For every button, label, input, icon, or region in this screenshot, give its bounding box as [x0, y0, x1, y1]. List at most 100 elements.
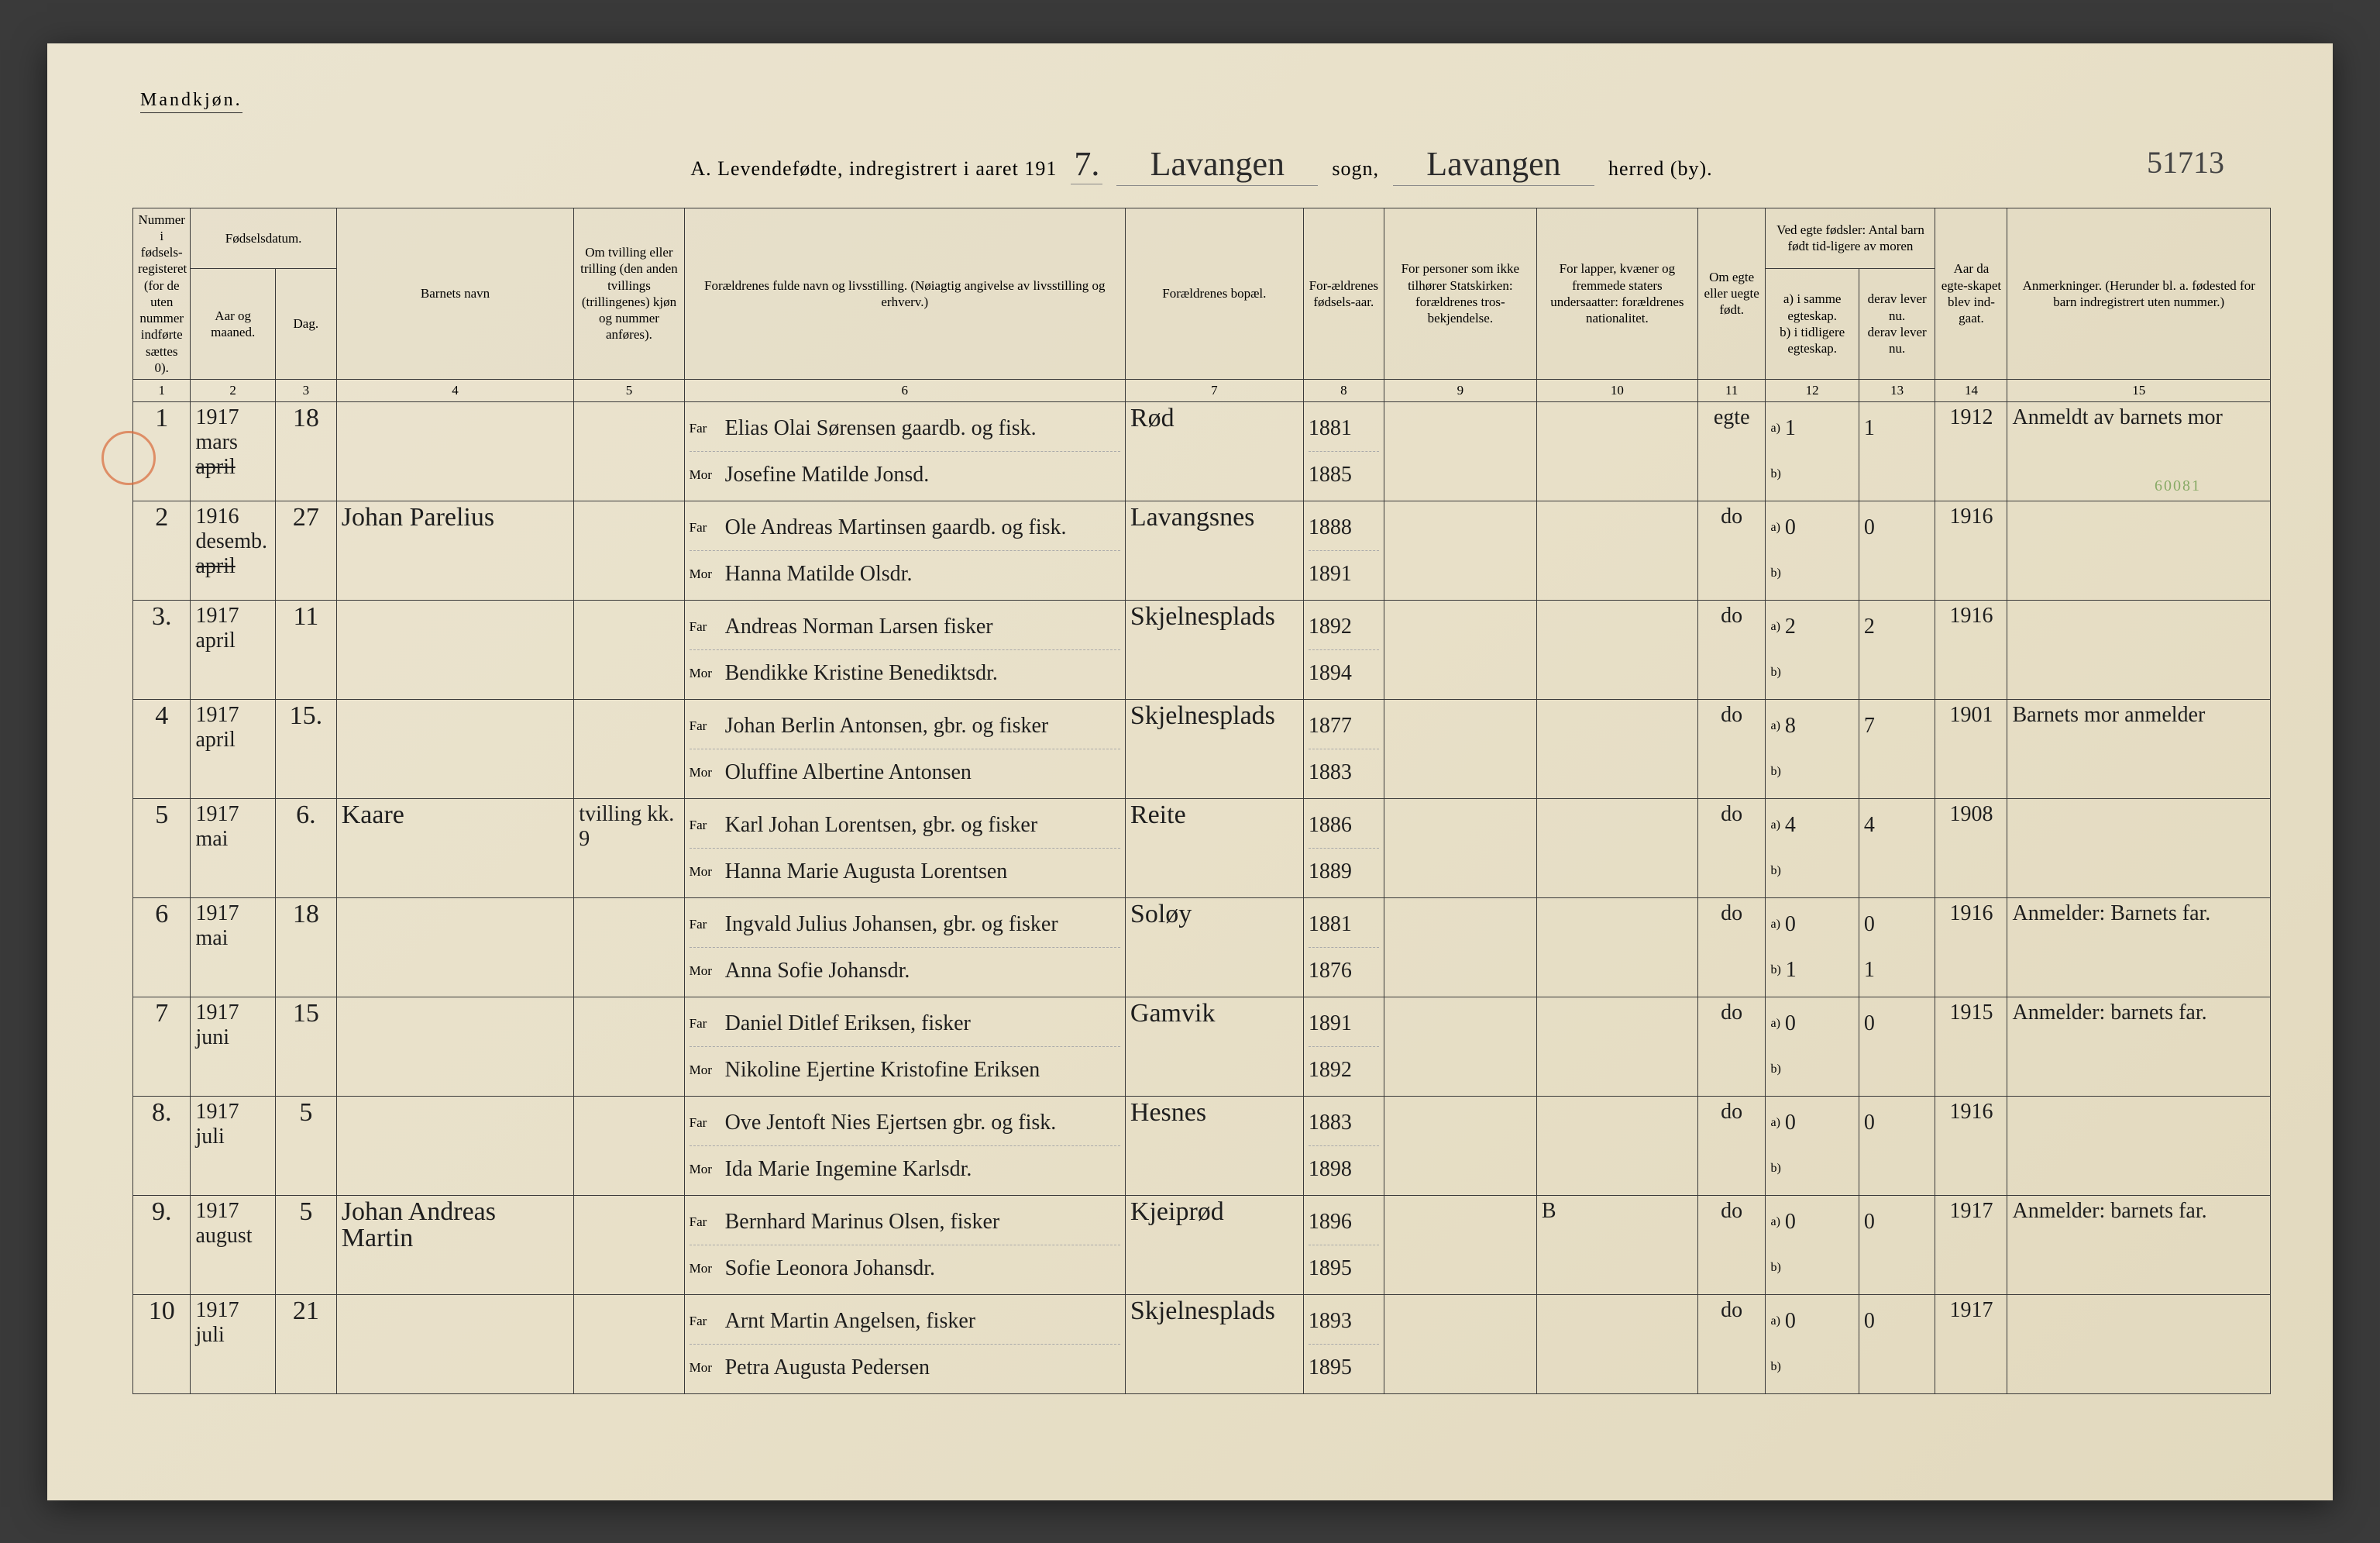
cell: 1916 — [1935, 601, 2007, 700]
far-label: Far — [690, 917, 719, 932]
entry-number: 9. — [138, 1199, 185, 1225]
entry-number: 4 — [138, 703, 185, 729]
cell: 1883 1898 — [1303, 1097, 1384, 1196]
residence: Kjeiprød — [1130, 1199, 1298, 1225]
a-label: a) — [1770, 521, 1780, 535]
col-1-header: Nummer i fødsels-registeret (for de uten… — [133, 208, 191, 380]
count-a: 0 — [1785, 515, 1796, 540]
b-label: b) — [1770, 765, 1780, 779]
col-14-header: Aar da egte-skapet blev ind-gaat. — [1935, 208, 2007, 380]
colnum: 10 — [1536, 380, 1697, 402]
cell — [1536, 501, 1697, 601]
table-row: 3.1917april11 FarAndreas Norman Larsen f… — [133, 601, 2271, 700]
cell: 1896 1895 — [1303, 1196, 1384, 1295]
col-8-header: For-ældrenes fødsels-aar. — [1303, 208, 1384, 380]
cell: Lavangsnes — [1125, 501, 1303, 601]
residence: Skjelnesplads — [1130, 1298, 1298, 1324]
table-row: 8.1917juli5 FarOve Jentoft Nies Ejertsen… — [133, 1097, 2271, 1196]
cell: a)0 b)1 — [1766, 898, 1859, 997]
cell — [1384, 1097, 1536, 1196]
alive-a: 0 — [1864, 1309, 1875, 1334]
column-number-row: 1 2 3 4 5 6 7 8 9 10 11 12 13 14 15 — [133, 380, 2271, 402]
entry-number: 3. — [138, 604, 185, 630]
child-name: Johan Parelius — [342, 505, 569, 531]
year-month: 1917april — [195, 703, 270, 753]
year-month: 1916desemb. — [195, 505, 270, 554]
cell — [574, 402, 684, 501]
entry-number: 10 — [138, 1298, 185, 1324]
b-label: b) — [1770, 1360, 1780, 1374]
b-label: b) — [1770, 666, 1780, 680]
count-a: 0 — [1785, 1011, 1796, 1036]
cell: 1917 — [1935, 1196, 2007, 1295]
far-label: Far — [690, 1016, 719, 1032]
mother-name: Hanna Marie Augusta Lorentsen — [725, 859, 1008, 884]
far-label: Far — [690, 718, 719, 734]
cell — [1536, 1097, 1697, 1196]
year-month: 1917mai — [195, 802, 270, 852]
legitimate: do — [1703, 1001, 1761, 1025]
mor-label: Mor — [690, 1063, 719, 1078]
col-3-header: Dag. — [275, 268, 336, 379]
residence: Skjelnesplads — [1130, 703, 1298, 729]
table-row: 61917mai18 FarIngvald Julius Johansen, g… — [133, 898, 2271, 997]
mother-name: Hanna Matilde Olsdr. — [725, 562, 913, 587]
father-name: Ole Andreas Martinsen gaardb. og fisk. — [725, 515, 1067, 540]
marriage-year: 1917 — [1940, 1199, 2002, 1224]
title-year-digit: 7. — [1071, 144, 1102, 184]
cell — [1384, 601, 1536, 700]
cell: 1917juli — [191, 1097, 275, 1196]
marriage-year: 1916 — [1940, 1100, 2002, 1125]
cell: 5 — [133, 799, 191, 898]
alive-a: 0 — [1864, 515, 1875, 540]
year-month: 1917august — [195, 1199, 270, 1249]
cell: 6. — [275, 799, 336, 898]
herred-label: herred (by). — [1608, 157, 1713, 181]
father-birthyear: 1888 — [1309, 515, 1352, 540]
cell: a)1 b) — [1766, 402, 1859, 501]
father-name: Johan Berlin Antonsen, gbr. og fisker — [725, 714, 1049, 739]
cell: a)8 b) — [1766, 700, 1859, 799]
mother-birthyear: 1876 — [1309, 959, 1352, 983]
cell: Anmeldt av barnets mor — [2007, 402, 2271, 501]
legitimate: do — [1703, 505, 1761, 529]
sogn-value: Lavangen — [1116, 144, 1318, 186]
marriage-year: 1908 — [1940, 802, 2002, 827]
cell — [1384, 501, 1536, 601]
year-month: 1917mars — [195, 405, 270, 455]
cell — [1536, 997, 1697, 1097]
cell: FarArnt Martin Angelsen, fisker MorPetra… — [684, 1295, 1125, 1394]
cell — [2007, 501, 2271, 601]
cell: 1917juli — [191, 1295, 275, 1394]
cell: do — [1697, 700, 1766, 799]
cell: Skjelnesplads — [1125, 601, 1303, 700]
cell: Soløy — [1125, 898, 1303, 997]
col-6-header: Forældrenes fulde navn og livsstilling. … — [684, 208, 1125, 380]
cell: do — [1697, 1097, 1766, 1196]
cell: do — [1697, 1295, 1766, 1394]
cell — [1384, 1196, 1536, 1295]
cell — [574, 1097, 684, 1196]
b-label: b) — [1770, 963, 1780, 977]
cell: Johan Parelius — [336, 501, 574, 601]
cell: 1916 — [1935, 898, 2007, 997]
a-label: a) — [1770, 1215, 1780, 1229]
marriage-year: 1916 — [1940, 901, 2002, 926]
father-name: Karl Johan Lorentsen, gbr. og fisker — [725, 813, 1038, 838]
year-month: 1917juli — [195, 1100, 270, 1149]
entry-number: 8. — [138, 1100, 185, 1126]
mother-name: Sofie Leonora Johansdr. — [725, 1256, 935, 1281]
father-birthyear: 1883 — [1309, 1111, 1352, 1135]
cell: 1917juni — [191, 997, 275, 1097]
cell: 9. — [133, 1196, 191, 1295]
cell: 10 — [133, 1295, 191, 1394]
residence: Lavangsnes — [1130, 505, 1298, 531]
cell: FarKarl Johan Lorentsen, gbr. og fisker … — [684, 799, 1125, 898]
cell: FarAndreas Norman Larsen fisker MorBendi… — [684, 601, 1125, 700]
b-label: b) — [1770, 467, 1780, 481]
cell — [2007, 1295, 2271, 1394]
table-row: 11917marsapril18 FarElias Olai Sørensen … — [133, 402, 2271, 501]
table-header: Nummer i fødsels-registeret (for de uten… — [133, 208, 2271, 402]
mor-label: Mor — [690, 1261, 719, 1276]
cell — [574, 501, 684, 601]
